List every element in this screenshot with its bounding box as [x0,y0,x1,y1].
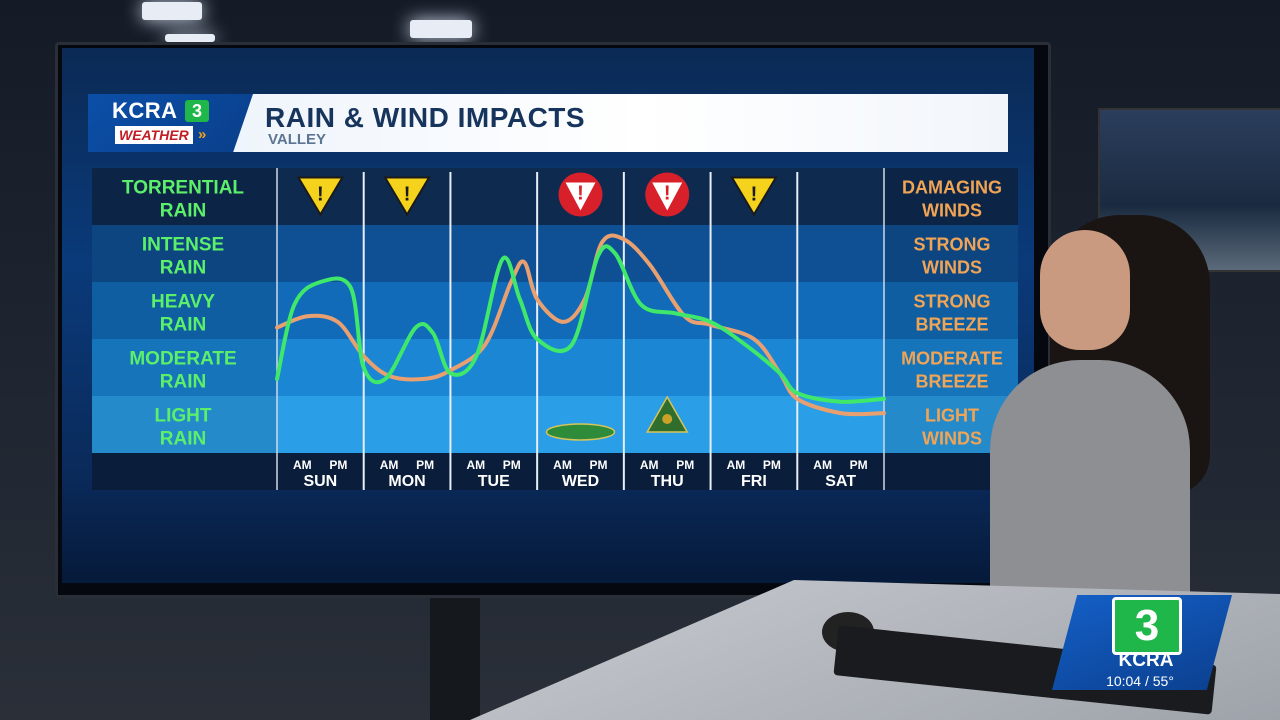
monitor-stand [430,595,480,720]
logo-name: KCRA [112,98,178,123]
am-tick-label: AM [553,458,572,472]
pm-tick-label: PM [763,458,781,472]
intensity-band [92,282,1018,339]
day-tick-label: THU [651,473,684,490]
pm-tick-label: PM [416,458,434,472]
pm-tick-label: PM [329,458,347,472]
warning-triangle-icon [565,182,596,211]
right-axis-label: LIGHT [925,406,979,426]
caution-icon [383,176,431,217]
ceiling-light [410,20,472,38]
caution-exclamation-icon: ! [751,184,758,206]
left-axis-label: RAIN [160,258,206,279]
am-tick-label: AM [466,458,485,472]
am-tick-label: AM [640,458,659,472]
day-tick-label: TUE [478,473,510,490]
right-axis-label: BREEZE [915,315,988,335]
intensity-band [92,396,1018,453]
right-axis-label: WINDS [922,429,982,449]
logo-sub: WEATHER [115,126,193,144]
logo-number: 3 [185,100,209,122]
day-tick-label: MON [388,473,425,490]
left-axis-label: RAIN [160,429,206,450]
right-axis-label: STRONG [913,292,990,312]
caution-exclamation-icon: ! [404,184,411,206]
rain-series-line [275,244,886,404]
right-axis-label: WINDS [922,258,982,278]
page-title: RAIN & WIND IMPACTS [265,102,586,133]
left-axis-label: INTENSE [142,235,224,256]
warning-triangle-icon [652,182,683,211]
right-axis-label: WINDS [922,201,982,221]
right-axis-label: DAMAGING [902,178,1002,198]
day-tick-label: FRI [741,473,767,490]
ceiling-light [165,34,215,42]
left-axis-label: TORRENTIAL [122,178,244,199]
presenter-head [1040,230,1130,350]
left-axis-label: LIGHT [155,406,212,427]
pm-tick-label: PM [676,458,694,472]
am-tick-label: AM [813,458,832,472]
bug-number: 3 [1112,597,1182,655]
caution-icon [730,176,778,217]
bug-name: KCRA [1118,650,1174,671]
right-axis-label: STRONG [913,235,990,255]
pm-tick-label: PM [850,458,868,472]
day-strip [92,453,1018,490]
right-label-column [884,168,1018,453]
am-tick-label: AM [293,458,312,472]
left-axis-label: HEAVY [151,292,215,313]
left-axis-label: RAIN [160,372,206,393]
day-tick-label: SUN [303,473,337,490]
right-axis-label: MODERATE [901,349,1003,369]
ceiling-light [142,2,202,20]
day-tick-label: WED [562,473,599,490]
am-tick-label: AM [380,458,399,472]
time-temp: 10:04 / 55° [1106,673,1174,689]
intensity-band [92,168,1018,225]
pm-tick-label: PM [590,458,608,472]
warning-exclamation-icon: ! [577,183,584,205]
pm-tick-label: PM [503,458,521,472]
ornament-graphic [662,414,673,424]
caution-exclamation-icon: ! [317,184,324,206]
caution-icon [296,176,345,217]
holiday-banner-graphic [545,423,616,441]
wind-series-line [275,233,886,417]
left-axis-label: MODERATE [129,349,236,370]
left-axis-label: RAIN [160,201,206,222]
page-subtitle: VALLEY [268,131,327,148]
day-tick-label: SAT [825,473,856,490]
left-axis-label: RAIN [160,315,206,336]
right-axis-label: BREEZE [915,372,988,392]
am-tick-label: AM [727,458,746,472]
warning-exclamation-icon: ! [664,183,671,205]
chevron-icon: » [198,126,207,143]
left-label-column [92,168,277,453]
intensity-band [92,225,1018,282]
